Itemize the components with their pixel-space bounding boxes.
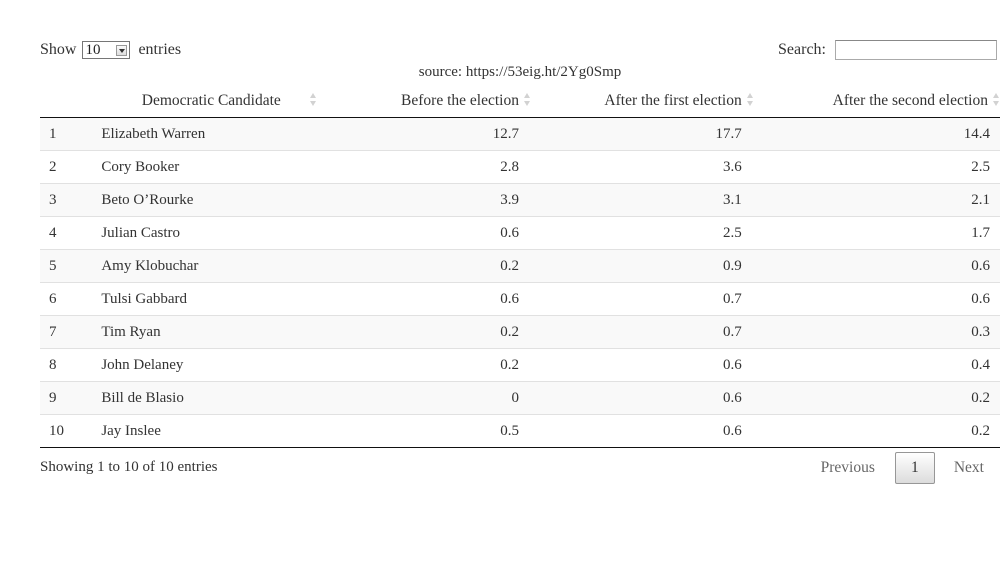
before-election-value: 0.2	[337, 249, 531, 283]
sort-icon	[523, 93, 531, 107]
after-first-value: 0.6	[530, 381, 754, 415]
before-election-value: 0.6	[337, 216, 531, 250]
row-index: 4	[40, 216, 102, 250]
search-label: Search:	[778, 41, 826, 58]
row-index: 10	[40, 414, 102, 448]
sort-icon	[309, 93, 317, 107]
after-first-value: 3.6	[530, 150, 754, 184]
table-caption: source: https://53eig.ht/2Yg0Smp	[418, 64, 622, 80]
candidate-name: Tulsi Gabbard	[101, 282, 338, 316]
column-header-candidate[interactable]: Democratic Candidate	[101, 84, 338, 118]
entries-select[interactable]: 10	[82, 41, 131, 59]
column-header-label: Before the election	[401, 91, 519, 109]
before-election-value: 0	[337, 381, 531, 415]
chevron-down-icon	[116, 44, 128, 56]
entries-length-control: Show 10 entries	[40, 41, 181, 59]
table-info: Showing 1 to 10 of 10 entries	[40, 459, 218, 475]
after-second-value: 0.4	[753, 348, 1000, 382]
candidate-name: Julian Castro	[101, 216, 338, 250]
table-row: 2 Cory Booker 2.8 3.6 2.5	[40, 150, 1000, 184]
data-table: Democratic Candidate Before the election…	[40, 84, 1000, 448]
table-row: 4 Julian Castro 0.6 2.5 1.7	[40, 216, 1000, 250]
column-header-before[interactable]: Before the election	[337, 84, 531, 118]
column-header-after-first[interactable]: After the first election	[530, 84, 754, 118]
table-row: 5 Amy Klobuchar 0.2 0.9 0.6	[40, 249, 1000, 283]
previous-button[interactable]: Previous	[820, 459, 875, 476]
after-first-value: 0.7	[530, 315, 754, 349]
after-second-value: 0.3	[753, 315, 1000, 349]
table-row: 3 Beto O’Rourke 3.9 3.1 2.1	[40, 183, 1000, 217]
column-header-after-second[interactable]: After the second election	[753, 84, 1000, 118]
candidate-name: Jay Inslee	[101, 414, 338, 448]
candidate-name: Elizabeth Warren	[101, 117, 338, 151]
candidate-name: Amy Klobuchar	[101, 249, 338, 283]
row-index: 5	[40, 249, 102, 283]
before-election-value: 12.7	[337, 117, 531, 151]
table-row: 7 Tim Ryan 0.2 0.7 0.3	[40, 315, 1000, 349]
table-header-row: Democratic Candidate Before the election…	[40, 84, 1000, 118]
candidate-name: Beto O’Rourke	[101, 183, 338, 217]
page-1-button[interactable]: 1	[894, 452, 935, 484]
before-election-value: 0.5	[337, 414, 531, 448]
row-index: 1	[40, 117, 102, 151]
data-table-wrapper: Democratic Candidate Before the election…	[40, 84, 1000, 448]
candidate-name: John Delaney	[101, 348, 338, 382]
entries-label: entries	[138, 41, 182, 58]
row-index: 3	[40, 183, 102, 217]
column-header-label: After the first election	[604, 91, 742, 109]
row-index: 6	[40, 282, 102, 316]
row-index: 2	[40, 150, 102, 184]
table-body: 1 Elizabeth Warren 12.7 17.7 14.4 2 Cory Booke…	[40, 117, 1000, 448]
row-index: 9	[40, 381, 102, 415]
after-second-value: 0.2	[753, 381, 1000, 415]
next-button[interactable]: Next	[953, 459, 984, 476]
pagination: Previous 1 Next	[821, 452, 984, 484]
column-header-index[interactable]	[40, 84, 102, 118]
after-first-value: 3.1	[530, 183, 754, 217]
search-input[interactable]	[835, 40, 997, 60]
candidate-name: Bill de Blasio	[101, 381, 338, 415]
candidate-name: Cory Booker	[101, 150, 338, 184]
after-second-value: 2.5	[753, 150, 1000, 184]
table-row: 1 Elizabeth Warren 12.7 17.7 14.4	[40, 117, 1000, 151]
column-header-label: After the second election	[832, 91, 988, 109]
after-first-value: 17.7	[530, 117, 754, 151]
show-label: Show	[40, 41, 77, 58]
table-row: 10 Jay Inslee 0.5 0.6 0.2	[40, 414, 1000, 448]
after-second-value: 1.7	[753, 216, 1000, 250]
before-election-value: 3.9	[337, 183, 531, 217]
after-first-value: 0.9	[530, 249, 754, 283]
before-election-value: 0.6	[337, 282, 531, 316]
table-row: 8 John Delaney 0.2 0.6 0.4	[40, 348, 1000, 382]
row-index: 7	[40, 315, 102, 349]
after-second-value: 0.2	[753, 414, 1000, 448]
after-second-value: 0.6	[753, 249, 1000, 283]
table-row: 6 Tulsi Gabbard 0.6 0.7 0.6	[40, 282, 1000, 316]
before-election-value: 2.8	[337, 150, 531, 184]
sort-icon	[993, 93, 1000, 107]
after-first-value: 2.5	[530, 216, 754, 250]
after-second-value: 2.1	[753, 183, 1000, 217]
before-election-value: 0.2	[337, 315, 531, 349]
after-first-value: 0.7	[530, 282, 754, 316]
after-second-value: 0.6	[753, 282, 1000, 316]
after-first-value: 0.6	[530, 348, 754, 382]
column-header-label: Democratic Candidate	[141, 91, 281, 109]
after-first-value: 0.6	[530, 414, 754, 448]
before-election-value: 0.2	[337, 348, 531, 382]
sort-icon	[746, 93, 754, 107]
table-row: 9 Bill de Blasio 0 0.6 0.2	[40, 381, 1000, 415]
candidate-name: Tim Ryan	[101, 315, 338, 349]
row-index: 8	[40, 348, 102, 382]
after-second-value: 14.4	[753, 117, 1000, 151]
entries-select-value: 10	[85, 42, 101, 58]
search-control: Search:	[778, 40, 997, 60]
